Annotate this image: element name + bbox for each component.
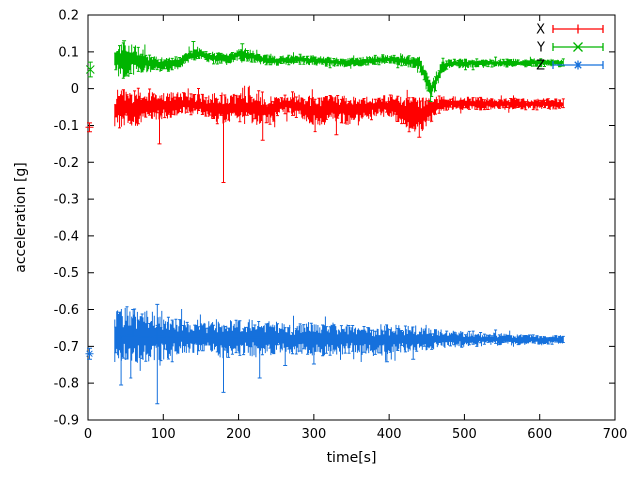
y-tick-label: -0.4 — [54, 229, 79, 244]
series-Y-mean-line — [114, 53, 562, 89]
x-tick-label: 200 — [226, 427, 251, 442]
series-Y-errorbar-caps — [114, 42, 565, 97]
series-Y-start-point — [85, 61, 95, 78]
y-tick-label: 0 — [71, 82, 79, 97]
x-tick-label: 0 — [84, 427, 92, 442]
x-tick-label: 500 — [452, 427, 477, 442]
legend-label-X: X — [536, 23, 545, 38]
x-tick-label: 700 — [603, 427, 628, 442]
series-X-mean-line — [114, 102, 562, 116]
y-tick-label: -0.7 — [54, 340, 79, 355]
series-Z-start-point — [85, 347, 94, 360]
y-tick-label: -0.5 — [54, 266, 79, 281]
series-X-errorbar-caps — [114, 87, 565, 133]
legend-sample-Y — [552, 42, 604, 52]
y-tick-label: 0.2 — [58, 9, 79, 24]
series-Z-spikes — [119, 303, 416, 405]
y-tick-label: -0.6 — [54, 303, 79, 318]
x-tick-label: 600 — [527, 427, 552, 442]
plot-border — [87, 14, 616, 421]
y-tick-label: -0.1 — [54, 119, 79, 134]
y-tick-label: 0.1 — [58, 45, 79, 60]
x-tick-label: 300 — [301, 427, 326, 442]
x-axis-label: time[s] — [327, 450, 377, 466]
legend-label-Z: Z — [536, 59, 545, 74]
series-X-spikes — [157, 105, 422, 183]
series-Y-spikes — [122, 40, 433, 102]
legend-sample-X — [552, 24, 604, 34]
y-axis-label: acceleration [g] — [13, 162, 29, 273]
x-tick-label: 100 — [151, 427, 176, 442]
series-Z-errorbar-caps — [114, 306, 565, 379]
x-tick-label: 400 — [377, 427, 402, 442]
series-Z-mean-line — [114, 334, 562, 342]
legend-label-Y: Y — [536, 41, 545, 56]
y-tick-label: -0.8 — [54, 377, 79, 392]
series-X-start-point — [85, 122, 94, 133]
legend-sample-Z — [552, 60, 604, 70]
y-tick-label: -0.3 — [54, 193, 79, 208]
y-tick-label: -0.2 — [54, 156, 79, 171]
y-tick-label: -0.9 — [54, 414, 79, 429]
